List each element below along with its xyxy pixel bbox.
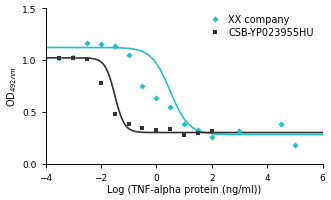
- XX company: [84, 43, 90, 46]
- XX company: [209, 135, 214, 139]
- CSB-YP023955HU: [167, 128, 173, 131]
- CSB-YP023955HU: [57, 57, 62, 60]
- XX company: [195, 129, 201, 132]
- XX company: [237, 130, 242, 133]
- X-axis label: Log (TNF-alpha protein (ng/ml)): Log (TNF-alpha protein (ng/ml)): [107, 185, 261, 194]
- XX company: [154, 97, 159, 100]
- XX company: [112, 46, 118, 49]
- XX company: [181, 123, 187, 126]
- CSB-YP023955HU: [195, 131, 201, 134]
- CSB-YP023955HU: [154, 129, 159, 132]
- CSB-YP023955HU: [140, 127, 145, 130]
- CSB-YP023955HU: [126, 123, 131, 126]
- CSB-YP023955HU: [71, 57, 76, 60]
- CSB-YP023955HU: [112, 113, 118, 116]
- XX company: [126, 54, 131, 57]
- XX company: [98, 44, 104, 47]
- XX company: [71, 56, 76, 59]
- Y-axis label: OD$_{492nm}$: OD$_{492nm}$: [6, 66, 19, 107]
- CSB-YP023955HU: [98, 82, 104, 85]
- XX company: [140, 85, 145, 88]
- CSB-YP023955HU: [181, 133, 187, 137]
- CSB-YP023955HU: [209, 130, 214, 133]
- CSB-YP023955HU: [84, 58, 90, 61]
- Legend: XX company, CSB-YP023955HU: XX company, CSB-YP023955HU: [201, 11, 318, 41]
- XX company: [167, 105, 173, 109]
- XX company: [57, 57, 62, 60]
- XX company: [292, 144, 298, 147]
- XX company: [278, 123, 284, 126]
